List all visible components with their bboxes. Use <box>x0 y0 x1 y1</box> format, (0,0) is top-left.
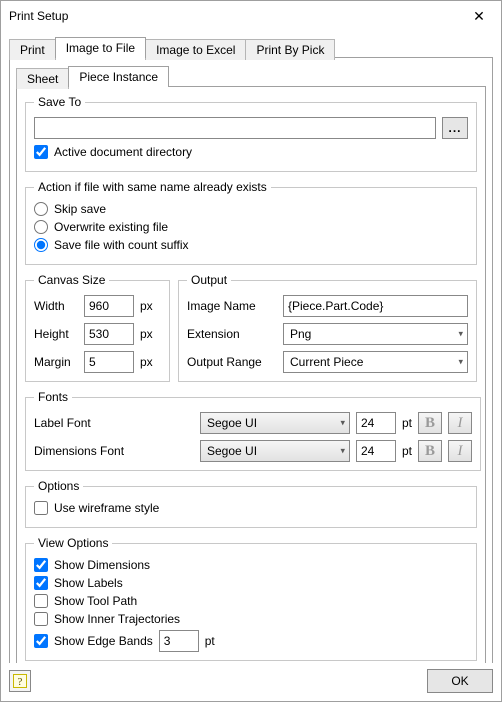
print-setup-window: Print Setup ✕ Print Image to File Image … <box>0 0 502 702</box>
save-to-group: Save To ... Active document directory <box>25 95 477 172</box>
margin-label: Margin <box>34 355 78 369</box>
label-font-size-input[interactable] <box>356 412 396 434</box>
margin-unit: px <box>140 355 153 369</box>
tab-piece-instance[interactable]: Piece Instance <box>68 66 169 87</box>
titlebar: Print Setup ✕ <box>1 1 501 31</box>
margin-input[interactable] <box>84 351 134 373</box>
canvas-size-group: Canvas Size Width px Height px Marg <box>25 273 170 382</box>
show-tool-path-input[interactable] <box>34 594 48 608</box>
help-button[interactable]: ? <box>9 670 31 692</box>
output-range-label: Output Range <box>187 355 277 369</box>
tab-sheet[interactable]: Sheet <box>16 68 69 89</box>
label-font-bold-button[interactable]: B <box>418 412 442 434</box>
height-unit: px <box>140 327 153 341</box>
show-labels-checkbox[interactable]: Show Labels <box>34 576 468 590</box>
active-doc-dir-checkbox[interactable]: Active document directory <box>34 145 468 159</box>
radio-overwrite[interactable]: Overwrite existing file <box>34 220 468 234</box>
chevron-down-icon: ▾ <box>458 329 463 340</box>
close-icon: ✕ <box>473 8 485 25</box>
label-font-label: Label Font <box>34 416 194 430</box>
options-group: Options Use wireframe style <box>25 479 477 528</box>
radio-skip-save[interactable]: Skip save <box>34 202 468 216</box>
output-legend: Output <box>187 273 231 287</box>
chevron-down-icon: ▾ <box>458 357 463 368</box>
action-existing-legend: Action if file with same name already ex… <box>34 180 271 194</box>
chevron-down-icon: ▾ <box>340 418 345 429</box>
action-existing-group: Action if file with same name already ex… <box>25 180 477 265</box>
chevron-down-icon: ▾ <box>340 446 345 457</box>
show-dimensions-input[interactable] <box>34 558 48 572</box>
dimensions-font-size-input[interactable] <box>356 440 396 462</box>
show-labels-input[interactable] <box>34 576 48 590</box>
show-edge-bands-checkbox[interactable]: Show Edge Bands <box>34 634 153 648</box>
fonts-group: Fonts Label Font Segoe UI ▾ pt B I Dimen <box>25 390 481 471</box>
save-path-input[interactable] <box>34 117 436 139</box>
dimensions-font-italic-button[interactable]: I <box>448 440 472 462</box>
browse-button[interactable]: ... <box>442 117 468 139</box>
edge-bands-value-input[interactable] <box>159 630 199 652</box>
dimensions-font-size-unit: pt <box>402 444 412 458</box>
window-title: Print Setup <box>9 9 459 23</box>
canvas-size-legend: Canvas Size <box>34 273 109 287</box>
wireframe-input[interactable] <box>34 501 48 515</box>
save-to-legend: Save To <box>34 95 85 109</box>
label-font-italic-button[interactable]: I <box>448 412 472 434</box>
output-group: Output Image Name Extension Png ▾ <box>178 273 477 382</box>
tab-print-by-pick[interactable]: Print By Pick <box>245 39 335 60</box>
radio-overwrite-input[interactable] <box>34 220 48 234</box>
wireframe-checkbox[interactable]: Use wireframe style <box>34 501 468 515</box>
output-range-select[interactable]: Current Piece ▾ <box>283 351 468 373</box>
inner-tabpanel: Save To ... Active document directory Ac… <box>16 86 486 663</box>
show-inner-traj-input[interactable] <box>34 612 48 626</box>
width-label: Width <box>34 299 78 313</box>
dialog-footer: ? OK <box>1 663 501 701</box>
client-area: Print Image to File Image to Excel Print… <box>1 31 501 663</box>
extension-label: Extension <box>187 327 277 341</box>
help-icon: ? <box>13 674 27 688</box>
inner-tabstrip: Sheet Piece Instance <box>16 66 486 87</box>
main-tabpanel: Sheet Piece Instance Save To ... Active … <box>9 57 493 663</box>
dimensions-font-bold-button[interactable]: B <box>418 440 442 462</box>
radio-count-suffix-input[interactable] <box>34 238 48 252</box>
radio-skip-save-input[interactable] <box>34 202 48 216</box>
fonts-legend: Fonts <box>34 390 72 404</box>
show-tool-path-checkbox[interactable]: Show Tool Path <box>34 594 468 608</box>
width-input[interactable] <box>84 295 134 317</box>
label-font-size-unit: pt <box>402 416 412 430</box>
svg-text:?: ? <box>18 676 23 688</box>
tab-image-to-file[interactable]: Image to File <box>55 37 146 58</box>
tab-image-to-excel[interactable]: Image to Excel <box>145 39 246 60</box>
view-options-group: View Options Show Dimensions Show Labels… <box>25 536 477 661</box>
image-name-label: Image Name <box>187 299 277 313</box>
radio-count-suffix[interactable]: Save file with count suffix <box>34 238 468 252</box>
main-tabstrip: Print Image to File Image to Excel Print… <box>9 37 493 58</box>
close-button[interactable]: ✕ <box>459 2 499 30</box>
label-font-family-select[interactable]: Segoe UI ▾ <box>200 412 350 434</box>
width-unit: px <box>140 299 153 313</box>
height-input[interactable] <box>84 323 134 345</box>
options-legend: Options <box>34 479 83 493</box>
view-options-legend: View Options <box>34 536 112 550</box>
dimensions-font-label: Dimensions Font <box>34 444 194 458</box>
dimensions-font-family-select[interactable]: Segoe UI ▾ <box>200 440 350 462</box>
edge-bands-unit: pt <box>205 634 215 648</box>
active-doc-dir-input[interactable] <box>34 145 48 159</box>
tab-print[interactable]: Print <box>9 39 56 60</box>
extension-select[interactable]: Png ▾ <box>283 323 468 345</box>
ok-button[interactable]: OK <box>427 669 493 693</box>
height-label: Height <box>34 327 78 341</box>
show-dimensions-checkbox[interactable]: Show Dimensions <box>34 558 468 572</box>
show-inner-traj-checkbox[interactable]: Show Inner Trajectories <box>34 612 468 626</box>
image-name-input[interactable] <box>283 295 468 317</box>
show-edge-bands-input[interactable] <box>34 634 48 648</box>
